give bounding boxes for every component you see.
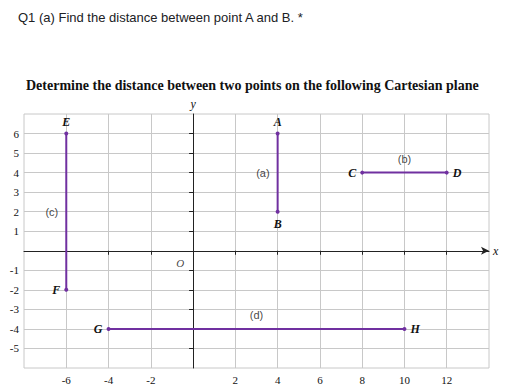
- svg-text:1: 1: [14, 225, 20, 237]
- svg-text:H: H: [409, 322, 420, 336]
- svg-text:D: D: [452, 166, 462, 180]
- svg-text:F: F: [51, 283, 60, 297]
- svg-text:(a): (a): [256, 167, 269, 179]
- svg-text:10: 10: [399, 374, 411, 385]
- svg-text:G: G: [94, 322, 103, 336]
- svg-text:5: 5: [14, 147, 20, 159]
- svg-text:-3: -3: [10, 303, 20, 315]
- svg-text:12: 12: [441, 374, 452, 385]
- svg-text:O: O: [176, 257, 184, 269]
- svg-text:A: A: [273, 115, 282, 129]
- svg-text:C: C: [348, 166, 357, 180]
- svg-text:(b): (b): [398, 153, 411, 165]
- svg-text:-4: -4: [104, 374, 114, 385]
- svg-text:8: 8: [359, 374, 365, 385]
- svg-text:6: 6: [317, 374, 323, 385]
- svg-text:6: 6: [14, 128, 20, 140]
- svg-text:2: 2: [14, 206, 20, 218]
- svg-text:-6: -6: [62, 374, 72, 385]
- svg-text:x: x: [492, 244, 499, 258]
- svg-text:-1: -1: [10, 264, 19, 276]
- html-text:Determine the distance between: Determine the distance between two point…: [26, 78, 479, 93]
- svg-text:3: 3: [14, 186, 20, 198]
- html-text:Q1 (a) Find the distance betwe: Q1 (a) Find the distance between point A…: [18, 10, 303, 25]
- svg-text:4: 4: [275, 374, 281, 385]
- svg-text:-4: -4: [10, 323, 20, 335]
- svg-text:y: y: [189, 97, 196, 111]
- svg-text:2: 2: [233, 374, 239, 385]
- svg-text:B: B: [273, 217, 282, 231]
- svg-text:(c): (c): [45, 206, 58, 218]
- svg-text:4: 4: [14, 167, 20, 179]
- svg-text:(d): (d): [250, 309, 263, 321]
- svg-text:-2: -2: [146, 374, 155, 385]
- svg-text:-5: -5: [10, 342, 20, 354]
- svg-text:-2: -2: [10, 284, 19, 296]
- svg-text:E: E: [61, 115, 70, 129]
